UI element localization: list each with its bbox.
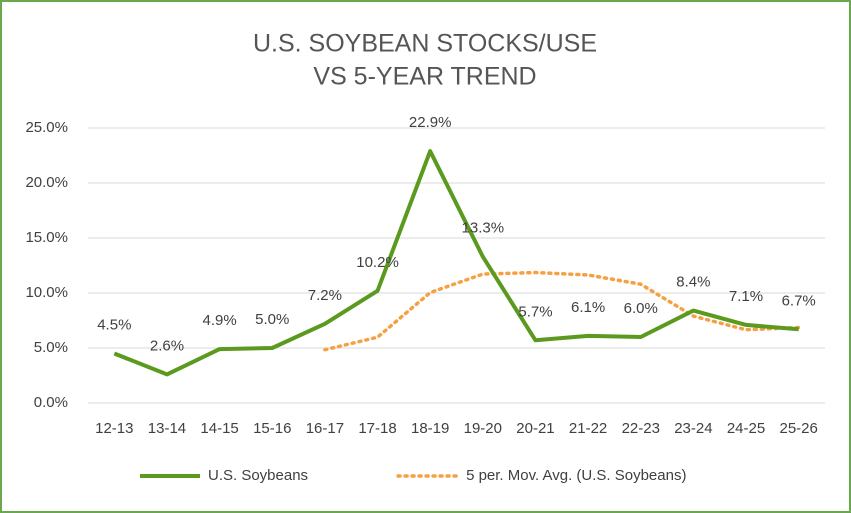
data-label: 6.7% xyxy=(782,292,816,309)
y-tick-label: 25.0% xyxy=(25,119,68,136)
y-tick-label: 5.0% xyxy=(34,339,68,356)
data-label: 22.9% xyxy=(409,114,452,131)
data-label: 10.2% xyxy=(356,254,399,271)
series-line xyxy=(113,149,799,377)
chart-title: VS 5-YEAR TREND xyxy=(313,63,536,91)
y-tick-label: 0.0% xyxy=(34,394,68,411)
data-label: 8.4% xyxy=(676,274,710,291)
data-label: 6.1% xyxy=(571,299,605,316)
data-label: 13.3% xyxy=(462,220,505,237)
x-tick-label: 22-23 xyxy=(622,420,660,437)
y-tick-label: 20.0% xyxy=(25,174,68,191)
x-tick-label: 15-16 xyxy=(253,420,291,437)
legend-label: 5 per. Mov. Avg. (U.S. Soybeans) xyxy=(466,467,686,484)
data-label: 7.2% xyxy=(308,287,342,304)
x-tick-label: 21-22 xyxy=(569,420,607,437)
x-tick-label: 24-25 xyxy=(727,420,765,437)
series-line xyxy=(323,270,801,352)
x-tick-label: 20-21 xyxy=(516,420,554,437)
x-tick-label: 12-13 xyxy=(95,420,133,437)
data-label: 4.5% xyxy=(97,316,131,333)
x-tick-label: 25-26 xyxy=(779,420,817,437)
x-tick-label: 18-19 xyxy=(411,420,449,437)
chart-title: U.S. SOYBEAN STOCKS/USE xyxy=(253,30,597,58)
x-tick-label: 17-18 xyxy=(358,420,396,437)
x-tick-label: 14-15 xyxy=(200,420,238,437)
legend-label: U.S. Soybeans xyxy=(208,467,308,484)
data-label: 7.1% xyxy=(729,288,763,305)
x-tick-label: 23-24 xyxy=(674,420,712,437)
x-tick-label: 13-14 xyxy=(148,420,186,437)
data-label: 4.9% xyxy=(203,312,237,329)
data-label: 2.6% xyxy=(150,337,184,354)
x-tick-label: 19-20 xyxy=(464,420,502,437)
data-label: 5.0% xyxy=(255,311,289,328)
y-tick-label: 10.0% xyxy=(25,284,68,301)
y-tick-label: 15.0% xyxy=(25,229,68,246)
data-label: 6.0% xyxy=(624,300,658,317)
x-tick-label: 16-17 xyxy=(306,420,344,437)
data-label: 5.7% xyxy=(518,303,552,320)
